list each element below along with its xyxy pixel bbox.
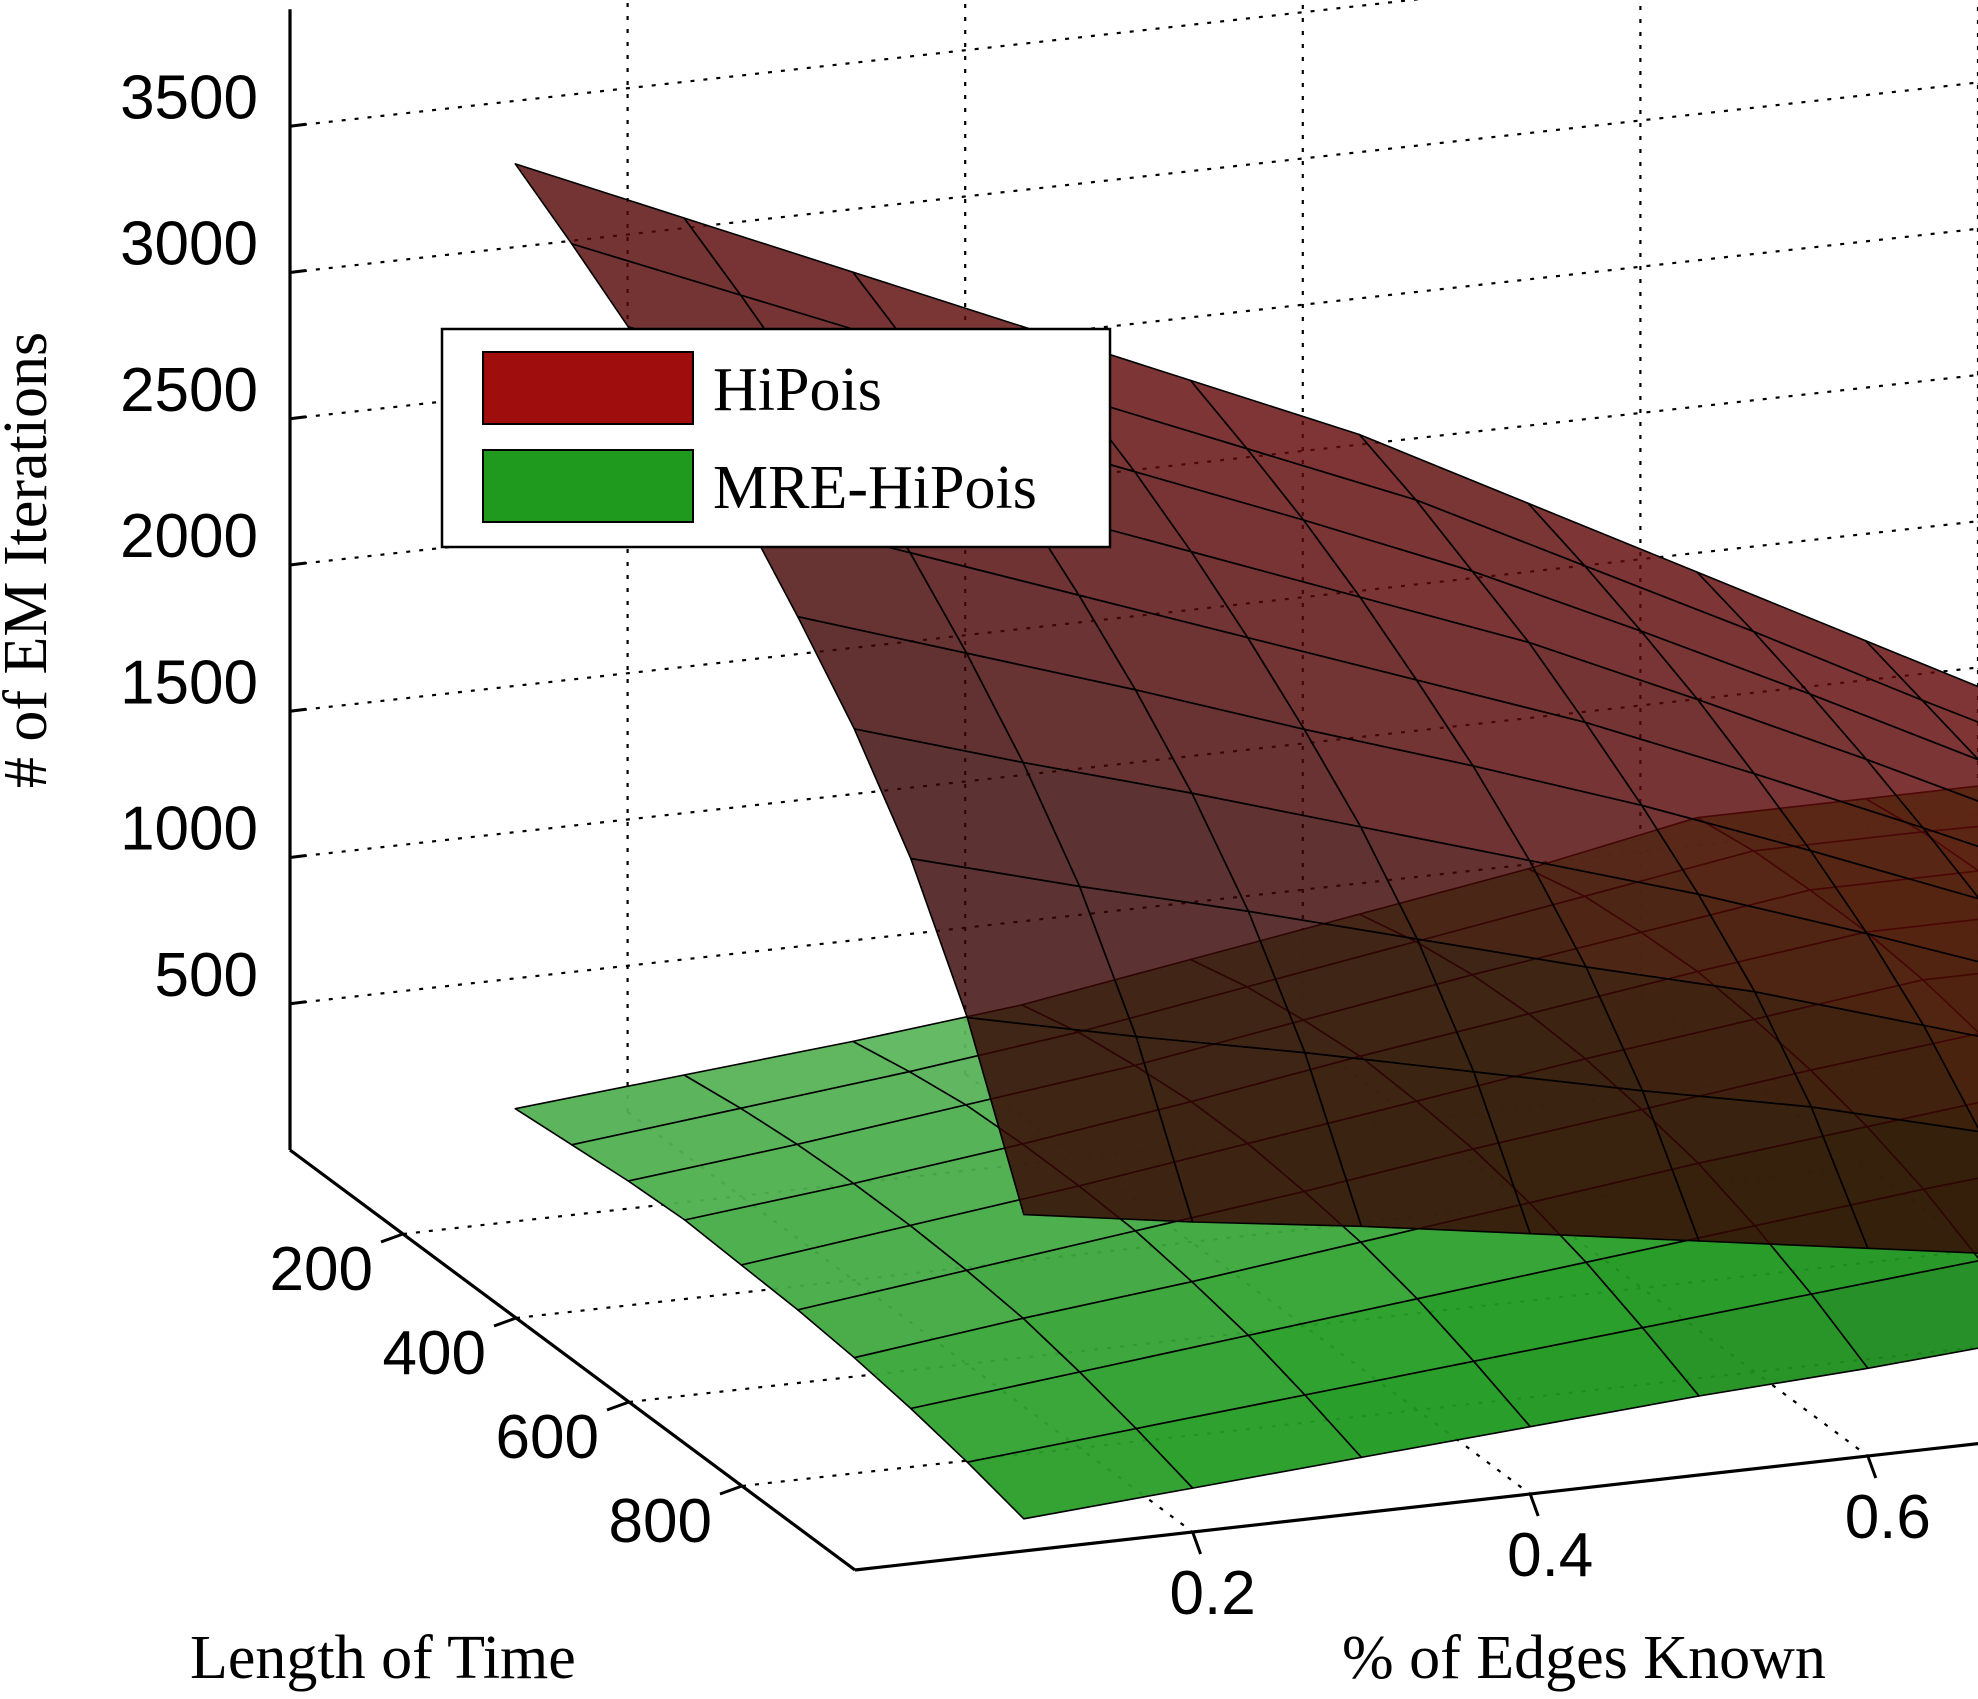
y-tick-label: 800 xyxy=(609,1487,712,1556)
z-tick-label: 1000 xyxy=(120,795,258,864)
y-axis-line xyxy=(289,1148,856,1572)
y-tick-mark xyxy=(606,1400,630,1412)
surface-patch-hipois xyxy=(966,1016,1194,1223)
z-tick-mark xyxy=(289,269,307,274)
x-axis-label: % of Edges Known xyxy=(1342,1624,1826,1692)
x-tick-label: 0.2 xyxy=(1169,1559,1255,1628)
y-tick-label: 200 xyxy=(270,1235,373,1304)
z-tick-label: 1500 xyxy=(120,648,258,717)
x-tick-mark xyxy=(1528,1493,1540,1517)
z-tick-mark xyxy=(289,1000,307,1006)
z-tick-mark xyxy=(289,561,307,567)
y-axis-label: Length of Time xyxy=(190,1624,576,1692)
z-tick-label: 2000 xyxy=(120,502,258,571)
y-tick-label: 600 xyxy=(496,1403,599,1472)
x-tick-mark xyxy=(1866,1455,1878,1479)
y-tick-mark xyxy=(380,1232,404,1244)
axes-layer xyxy=(288,9,1978,1572)
legend-swatch-hipois xyxy=(482,351,694,425)
z-tick-mark xyxy=(289,707,307,713)
x-tick-label: 0.4 xyxy=(1507,1521,1593,1590)
z-tick-label: 500 xyxy=(155,941,258,1010)
x-tick-label: 0.6 xyxy=(1845,1483,1931,1552)
z-tick-mark xyxy=(289,415,307,421)
z-gridline-back xyxy=(289,0,1422,128)
z-tick-label: 2500 xyxy=(120,356,258,425)
legend-swatch-mre-hipois xyxy=(482,449,694,523)
x-tick-mark xyxy=(1191,1531,1203,1555)
z-axis-label: # of EM Iterations xyxy=(0,332,60,788)
z-tick-label: 3000 xyxy=(120,210,258,279)
z-tick-mark xyxy=(289,122,307,128)
surface-patch-mre-hipois xyxy=(966,1427,1194,1520)
legend: HiPois MRE-HiPois xyxy=(440,327,1112,549)
y-tick-mark xyxy=(719,1484,743,1496)
x-axis-line xyxy=(854,1441,1978,1572)
y-tick-label: 400 xyxy=(383,1319,486,1388)
legend-label-hipois: HiPois xyxy=(713,356,882,424)
y-tick-mark xyxy=(493,1316,517,1328)
legend-label-mre-hipois: MRE-HiPois xyxy=(713,454,1037,522)
z-tick-mark xyxy=(289,854,307,859)
z-tick-label: 3500 xyxy=(120,63,258,132)
